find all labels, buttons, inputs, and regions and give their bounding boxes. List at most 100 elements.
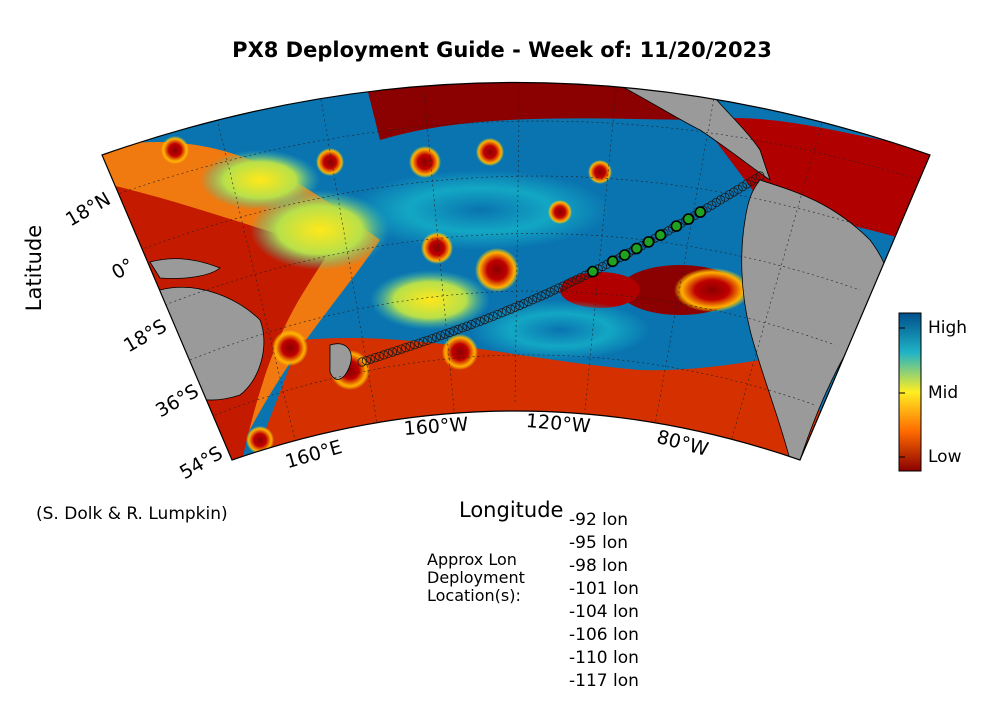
track-point xyxy=(562,279,573,289)
track-point xyxy=(571,275,581,285)
track-point xyxy=(755,171,765,181)
track-point xyxy=(418,337,428,347)
track-point xyxy=(479,314,490,325)
track-point xyxy=(436,331,446,341)
meridian-line xyxy=(314,82,381,441)
track-point xyxy=(396,344,406,354)
track-point xyxy=(383,348,393,358)
red-eddy xyxy=(475,248,519,292)
red-eddy xyxy=(674,268,750,312)
track-point xyxy=(405,341,415,351)
track-point xyxy=(422,335,433,345)
track-point xyxy=(475,316,485,326)
chart-title: PX8 Deployment Guide - Week of: 11/20/20… xyxy=(232,38,772,62)
track-point xyxy=(431,332,441,342)
track-point xyxy=(567,277,577,287)
meridian-line xyxy=(419,82,456,421)
track-point xyxy=(527,295,538,305)
track-point xyxy=(510,302,520,312)
track-point xyxy=(523,297,533,307)
track-point xyxy=(440,329,450,339)
track-point xyxy=(374,351,385,361)
track-point xyxy=(414,338,424,348)
map-frame xyxy=(101,81,931,461)
track-point xyxy=(532,293,542,303)
graticule xyxy=(114,82,921,460)
red-eddy xyxy=(588,160,612,184)
colorbar-label-low: Low xyxy=(928,447,962,467)
x-axis-label: Longitude xyxy=(459,498,564,522)
yellow-patch xyxy=(370,270,490,330)
track-point xyxy=(409,340,420,350)
red-eddy xyxy=(161,136,189,164)
track-point xyxy=(379,350,389,360)
track-point xyxy=(720,192,730,202)
track-point xyxy=(545,287,555,297)
track-point xyxy=(466,319,476,330)
track-point xyxy=(462,321,472,331)
meridian-line xyxy=(584,82,621,411)
red-eddy xyxy=(476,138,504,166)
deployment-location: -106 lon xyxy=(569,625,639,645)
deployment-location: -110 lon xyxy=(569,648,639,668)
meridian-line xyxy=(514,82,521,406)
deployment-marker xyxy=(694,206,707,218)
track-point xyxy=(715,195,726,205)
track-point xyxy=(742,179,752,189)
blue-core xyxy=(350,170,610,250)
track-point xyxy=(492,309,503,319)
track-point xyxy=(392,345,402,356)
track-point xyxy=(597,261,608,272)
deployment-location: -104 lon xyxy=(569,602,639,622)
track-point xyxy=(453,324,463,334)
track-point xyxy=(506,304,516,314)
deployment-location: -101 lon xyxy=(569,579,639,599)
track-point xyxy=(457,323,468,333)
track-point xyxy=(501,306,511,316)
track-point xyxy=(536,291,546,301)
parallel-line xyxy=(114,120,921,196)
track-point xyxy=(554,283,564,293)
meridian-line xyxy=(654,82,721,426)
colorbar xyxy=(898,312,922,472)
ocean-north-cold xyxy=(360,82,720,140)
deployment-marker xyxy=(630,242,643,255)
deployment-marker xyxy=(606,255,619,268)
deployment-marker xyxy=(618,249,631,261)
y-axis-label: Latitude xyxy=(22,224,46,312)
deployment-location: -117 lon xyxy=(569,671,639,691)
cruise-track xyxy=(357,171,765,367)
track-point xyxy=(484,313,494,323)
deployment-label: Location(s): xyxy=(427,586,521,605)
colorbar-label-high: High xyxy=(928,318,968,338)
land-new-guinea xyxy=(149,258,221,279)
track-point xyxy=(366,354,376,364)
track-point xyxy=(444,327,455,338)
track-point xyxy=(427,334,437,344)
track-point xyxy=(541,289,551,299)
map-field xyxy=(102,82,930,460)
deployment-marker xyxy=(642,236,655,248)
meridian-line xyxy=(729,94,831,446)
track-point xyxy=(387,347,398,357)
track-point xyxy=(357,357,367,367)
track-point xyxy=(488,311,498,321)
land-south-america xyxy=(741,179,889,460)
parallel-line xyxy=(189,290,836,361)
lon-tick-label: 160°W xyxy=(403,413,469,440)
track-point xyxy=(449,326,459,336)
track-point xyxy=(497,308,507,318)
deployment-marker xyxy=(586,265,599,278)
red-eddy xyxy=(316,148,344,176)
yellow-patch xyxy=(200,150,320,210)
blue-core xyxy=(470,300,650,360)
colorbar-label-mid: Mid xyxy=(928,383,959,403)
red-eddy xyxy=(409,146,441,178)
red-eddy xyxy=(272,330,308,366)
track-point xyxy=(471,318,481,328)
red-eddy xyxy=(246,426,274,454)
track-point xyxy=(733,184,743,194)
track-point xyxy=(724,190,735,200)
deployment-marker xyxy=(682,213,695,225)
